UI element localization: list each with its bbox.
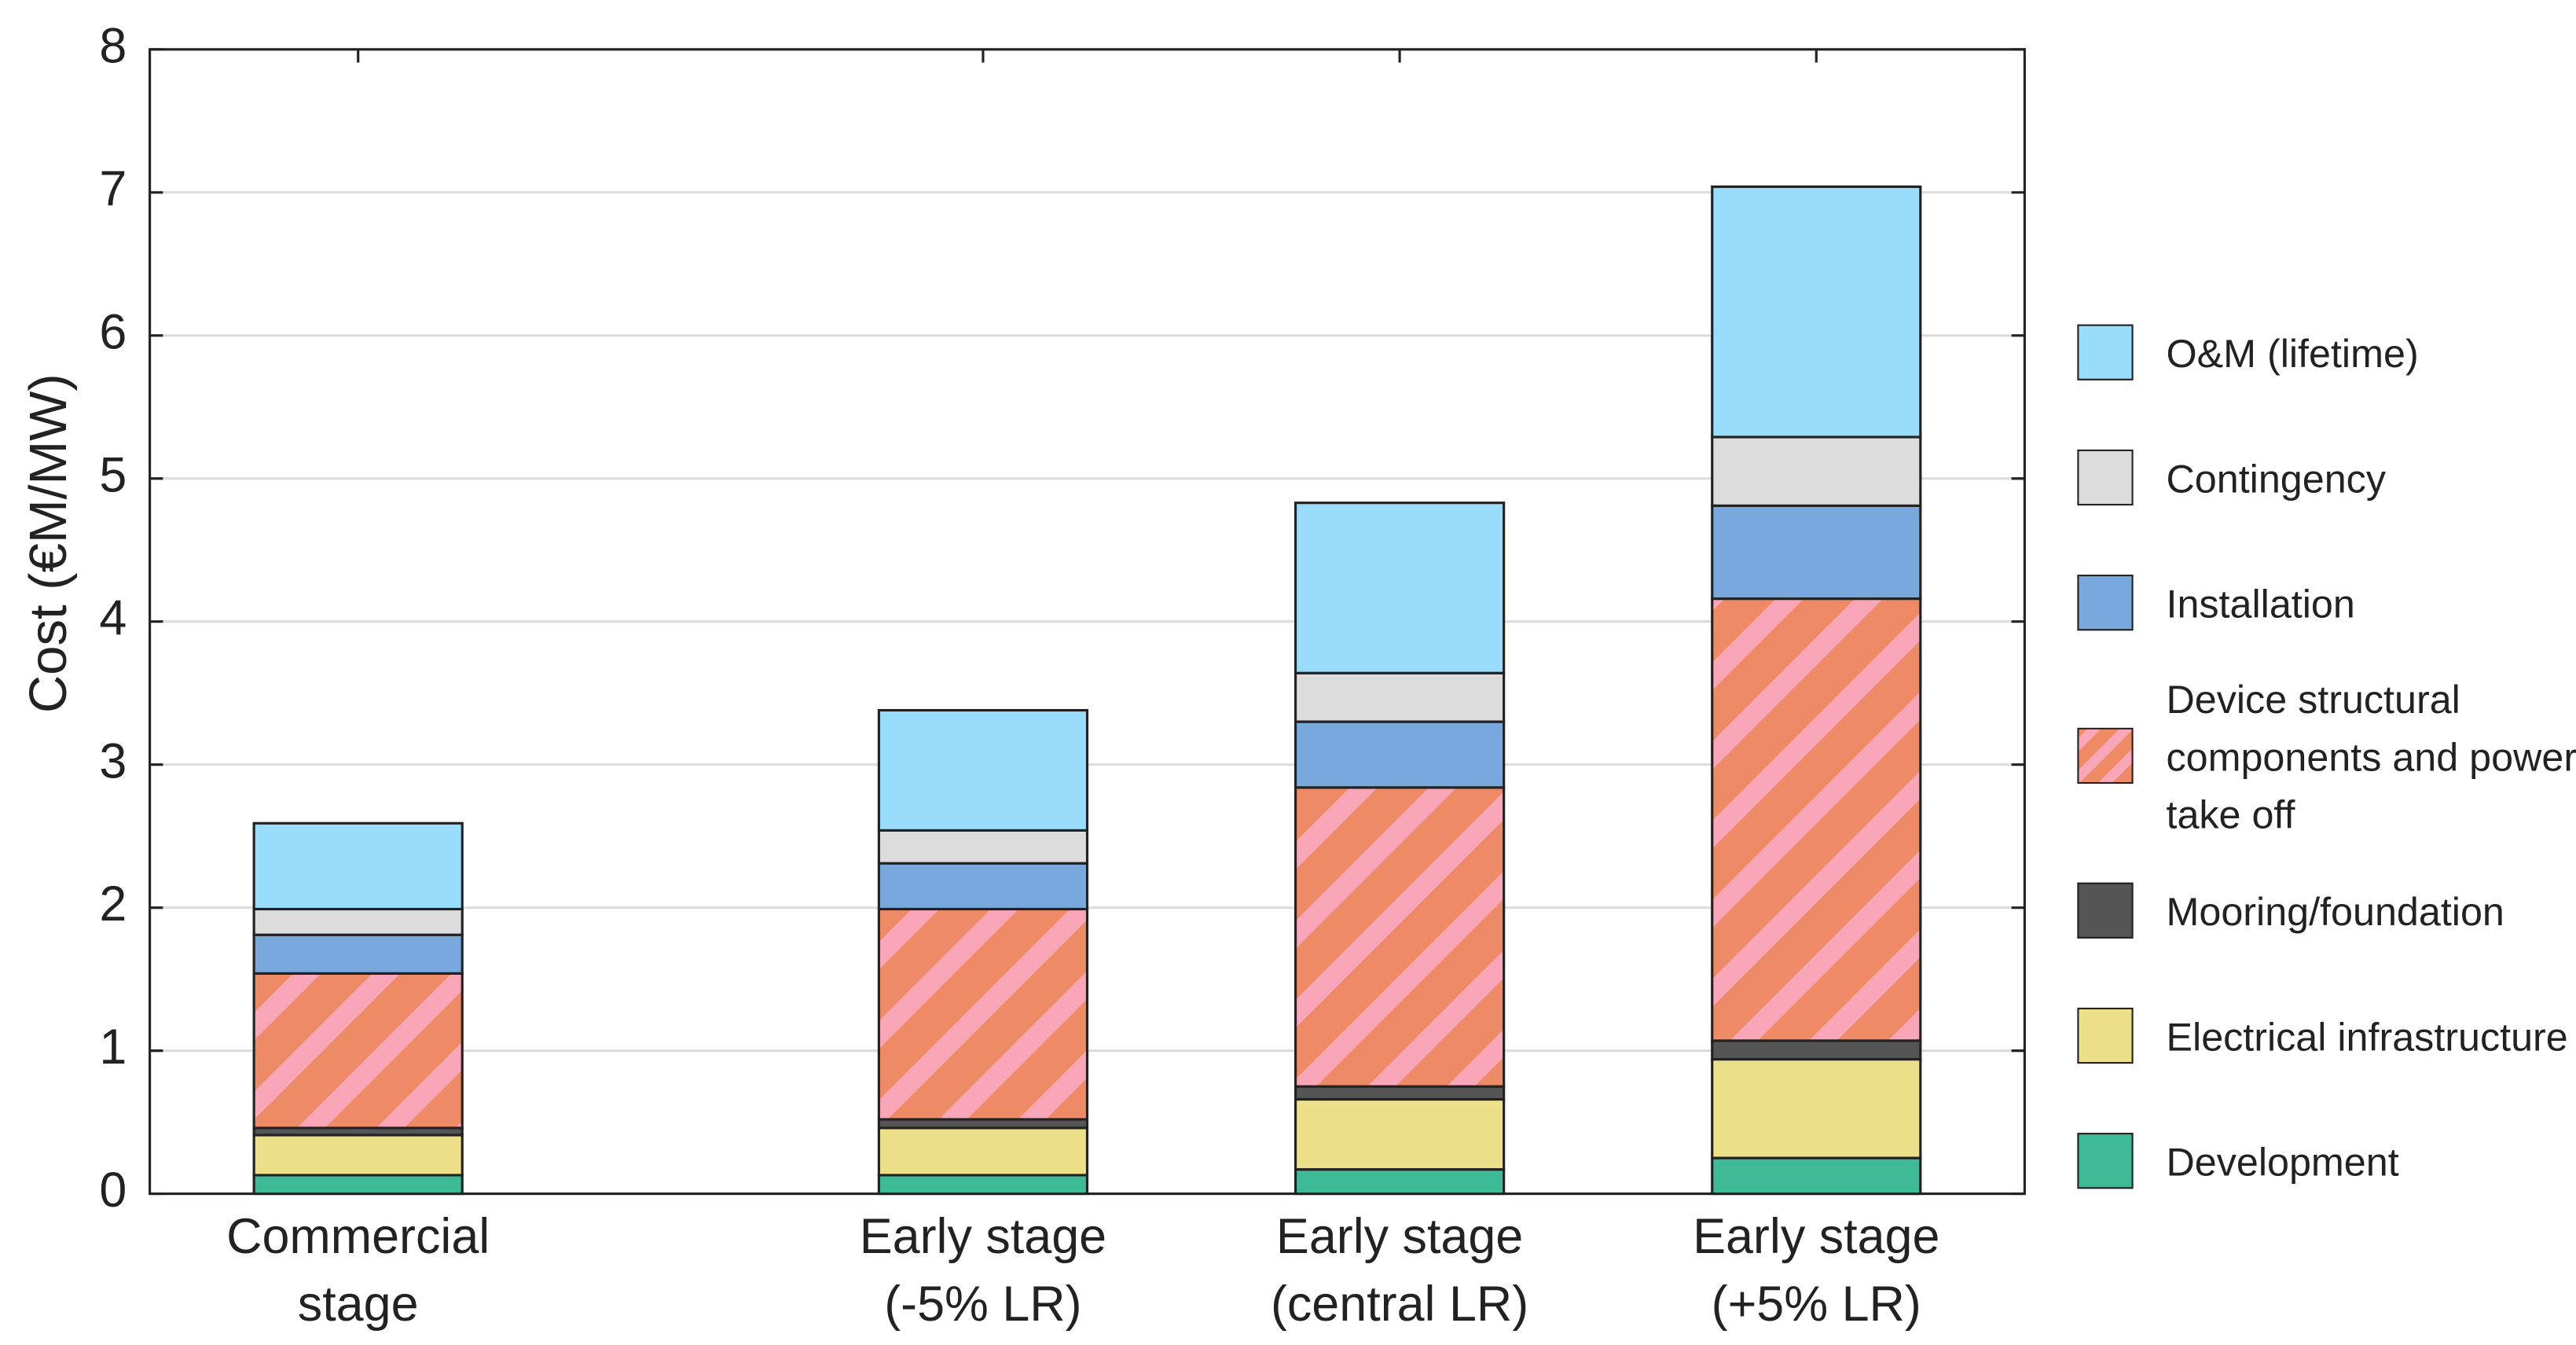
x-tick-label: Early stage (central LR) bbox=[1270, 1210, 1529, 1332]
bar-segment bbox=[1294, 786, 1506, 1088]
legend-swatch bbox=[2077, 1133, 2134, 1189]
y-axis-label: Cost (€M/MW) bbox=[19, 373, 78, 713]
legend-swatch bbox=[2077, 1007, 2134, 1064]
legend-label: Device structural components and power t… bbox=[2166, 677, 2576, 838]
bar-segment bbox=[1294, 720, 1506, 789]
legend-label: O&M (lifetime) bbox=[2166, 332, 2419, 377]
bar-segment bbox=[252, 821, 464, 911]
legend-label: Electrical infrastructure bbox=[2166, 1015, 2568, 1060]
bar-segment bbox=[252, 907, 464, 936]
bar-segment bbox=[1711, 435, 1922, 507]
legend-label: Mooring/foundation bbox=[2166, 890, 2504, 935]
bar-segment bbox=[252, 933, 464, 975]
bar-segment bbox=[1294, 502, 1506, 674]
y-tick-label: 2 bbox=[99, 876, 127, 932]
bar-segment bbox=[1711, 1156, 1922, 1196]
bar-segment bbox=[1711, 504, 1922, 601]
bar-segment bbox=[252, 972, 464, 1130]
bar-segment bbox=[877, 829, 1089, 865]
legend-swatch bbox=[2077, 727, 2134, 785]
bar-segment bbox=[1711, 185, 1922, 439]
legend-label: Installation bbox=[2166, 582, 2355, 627]
bar-segment bbox=[1294, 1097, 1506, 1171]
legend-label: Contingency bbox=[2166, 457, 2386, 502]
bar-segment bbox=[877, 1126, 1089, 1177]
bar-segment bbox=[1294, 1168, 1506, 1196]
legend-swatch bbox=[2077, 575, 2134, 631]
y-tick-label: 8 bbox=[99, 18, 127, 73]
legend-swatch bbox=[2077, 324, 2134, 380]
legend-swatch bbox=[2077, 449, 2134, 506]
y-tick-label: 4 bbox=[99, 590, 127, 645]
bar-segment bbox=[877, 862, 1089, 911]
bar-segment bbox=[877, 1174, 1089, 1196]
bar-segment bbox=[252, 1174, 464, 1196]
bar-segment bbox=[1711, 1057, 1922, 1159]
bar-segment bbox=[877, 1118, 1089, 1130]
bar-segment bbox=[877, 907, 1089, 1121]
y-tick-label: 1 bbox=[99, 1020, 127, 1075]
y-tick-label: 3 bbox=[99, 733, 127, 788]
y-tick-label: 5 bbox=[99, 447, 127, 502]
bar-segment bbox=[877, 708, 1089, 832]
x-tick-label: Commercial stage bbox=[226, 1210, 490, 1332]
x-tick-label: Early stage (+5% LR) bbox=[1693, 1210, 1940, 1332]
x-tick-label: Early stage (-5% LR) bbox=[859, 1210, 1107, 1332]
bar-segment bbox=[1294, 1085, 1506, 1101]
y-tick-label: 7 bbox=[99, 161, 127, 216]
legend-swatch bbox=[2077, 882, 2134, 939]
y-tick-label: 6 bbox=[99, 304, 127, 359]
bar-segment bbox=[1711, 1039, 1922, 1061]
bar-segment bbox=[1711, 597, 1922, 1042]
legend-label: Development bbox=[2166, 1140, 2399, 1185]
bar-segment bbox=[252, 1134, 464, 1177]
bar-segment bbox=[1294, 671, 1506, 723]
y-tick-label: 0 bbox=[99, 1163, 127, 1218]
plot-frame bbox=[149, 48, 2026, 1196]
